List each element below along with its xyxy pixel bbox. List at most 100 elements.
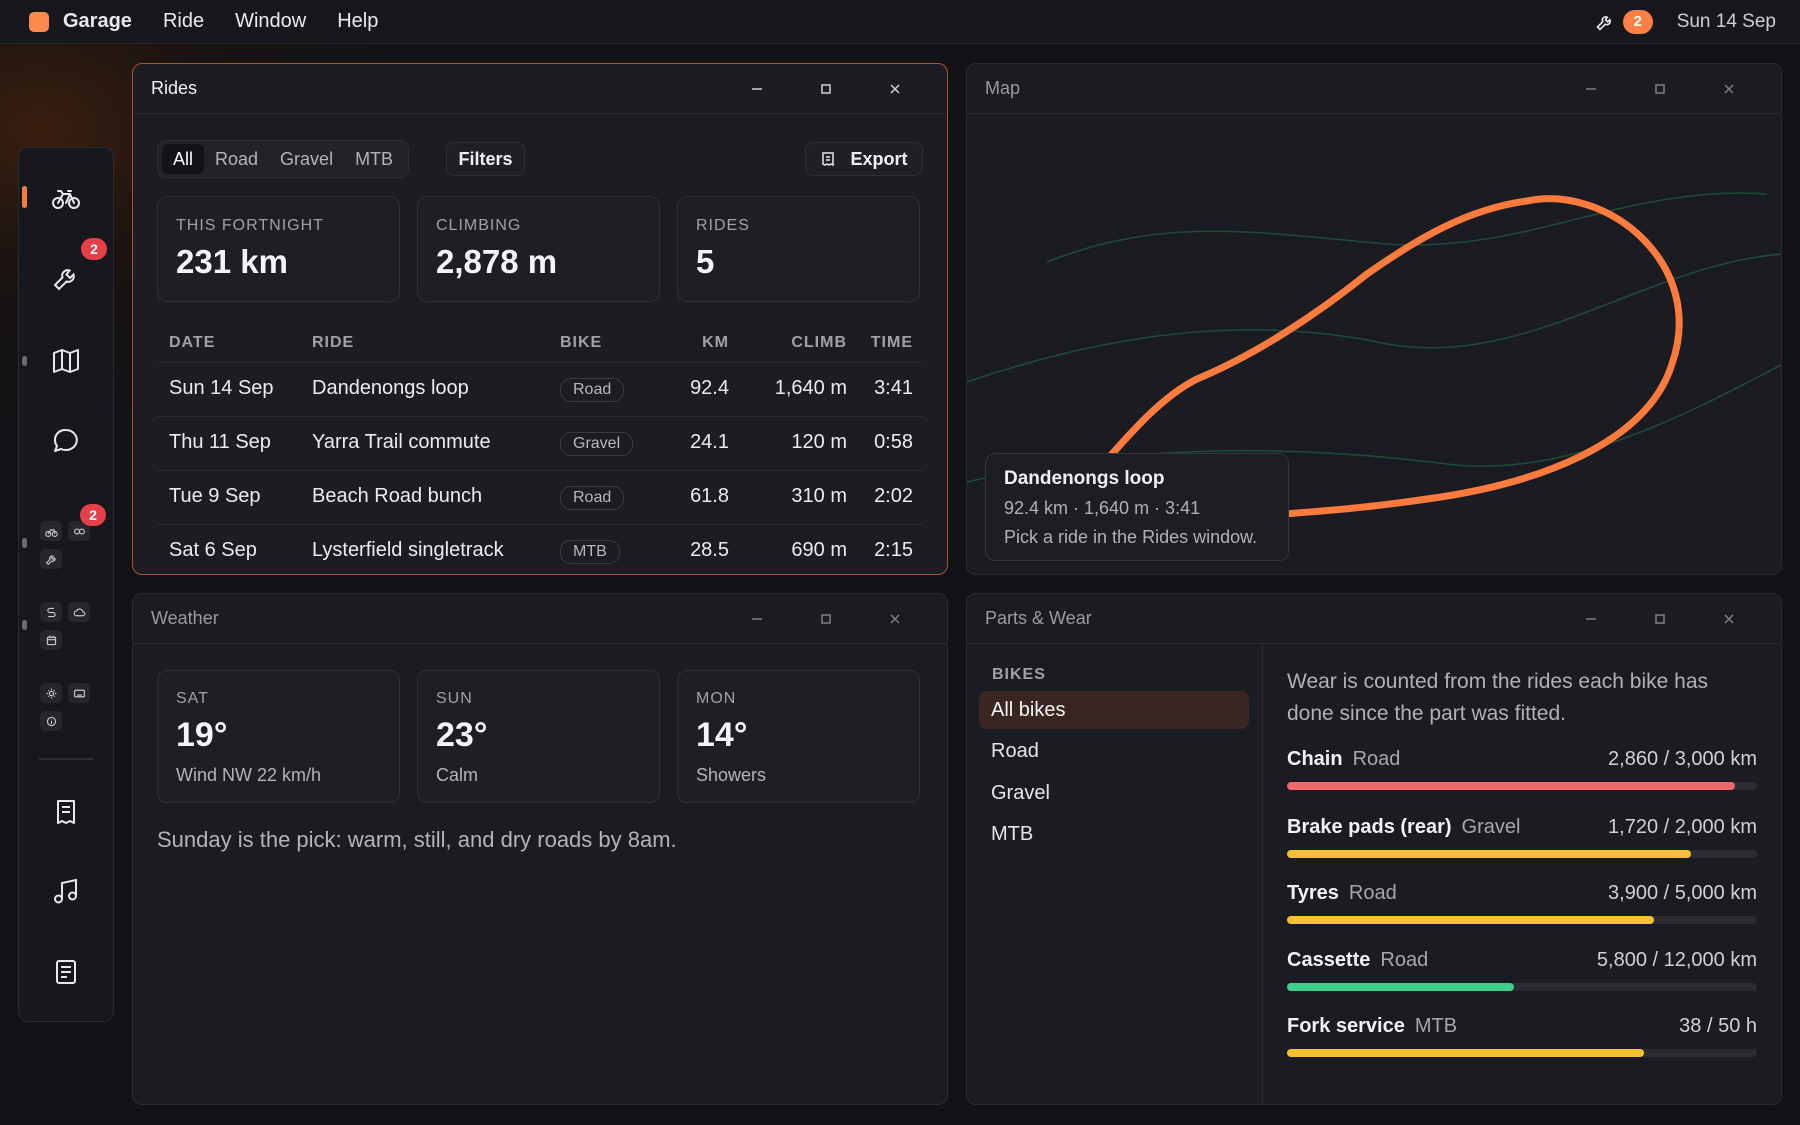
part-name: Fork service [1287,1015,1405,1037]
cell-ride: Dandenongs loop [312,377,469,399]
close-icon [889,613,900,624]
open-indicator [22,538,27,548]
close-button[interactable] [860,82,929,96]
notification-badge[interactable]: 2 [1622,9,1653,34]
part-row[interactable]: Cassette Road 5,800 / 12,000 km [1287,949,1757,999]
route-hint: Pick a ride in the Rides window. [1004,527,1258,547]
close-button[interactable] [1694,612,1763,626]
bikes-sidebar: BIKES All bikes Road Gravel MTB [967,644,1263,1104]
bike-item-road[interactable]: Road [991,739,1039,762]
cell-date: Sat 6 Sep [169,539,257,561]
bike-tag: Gravel [560,432,634,456]
menu-window[interactable]: Window [235,10,307,32]
mini-keyboard-icon[interactable] [68,683,90,703]
close-icon [889,83,900,94]
cell-date: Sun 14 Sep [169,377,274,399]
table-row[interactable]: Tue 9 Sep Beach Road bunch Road 61.8 310… [157,470,923,524]
music-icon [54,878,77,904]
mini-brightness-icon[interactable] [40,683,62,703]
table-row[interactable]: Sun 14 Sep Dandenongs loop Road 92.4 1,6… [157,362,923,416]
cell-km: 92.4 [690,377,729,399]
col-ride[interactable]: RIDE [312,334,355,351]
wrench-status-icon[interactable] [1595,12,1615,32]
wear-bar [1287,1049,1757,1057]
map-titlebar[interactable]: Map [967,64,1781,114]
wear-fill [1287,983,1514,991]
dock-receipts[interactable] [19,782,113,842]
mini-link-icon[interactable] [68,521,90,541]
table-row[interactable]: Thu 11 Sep Yarra Trail commute Gravel 24… [157,416,923,470]
cell-climb: 1,640 m [774,377,847,399]
col-date[interactable]: DATE [169,334,216,351]
mini-wrench-icon[interactable] [40,549,62,569]
part-row[interactable]: Brake pads (rear) Gravel 1,720 / 2,000 km [1287,816,1757,866]
menubar: Garage Ride Window Help 2 Sun 14 Sep [0,0,1800,44]
filters-button[interactable]: Filters [446,142,525,176]
close-button[interactable] [860,612,929,626]
col-km[interactable]: KM [702,334,729,351]
part-row[interactable]: Fork service MTB 38 / 50 h [1287,1015,1757,1065]
mini-cloud-icon[interactable] [68,602,90,622]
dock-music[interactable] [19,862,113,922]
menu-help[interactable]: Help [337,10,379,32]
dock-parts[interactable] [19,248,113,308]
filter-road[interactable]: Road [215,148,259,169]
app-name-menu[interactable]: Garage [63,10,132,32]
filter-gravel[interactable]: Gravel [280,148,334,169]
forecast-temp: 19° [176,716,228,754]
minimize-button[interactable] [722,612,791,626]
export-label: Export [850,148,908,169]
mini-route-icon[interactable] [40,602,62,622]
cell-time: 2:15 [874,539,913,561]
dock-chat[interactable] [19,411,113,471]
mini-info-icon[interactable] [40,711,62,731]
stat-value: 231 km [176,243,288,280]
maximize-button[interactable] [1625,82,1694,96]
bike-item-mtb[interactable]: MTB [991,822,1034,845]
menu-ride[interactable]: Ride [162,10,205,32]
bike-item-all[interactable]: All bikes [979,691,1249,729]
weather-titlebar[interactable]: Weather [133,594,947,644]
wear-fill [1287,1049,1645,1057]
rides-titlebar[interactable]: Rides [133,64,947,114]
minimize-button[interactable] [1556,82,1625,96]
minimize-button[interactable] [1556,612,1625,626]
dock-rides[interactable] [19,168,113,228]
bike-item-gravel[interactable]: Gravel [991,781,1050,804]
maximize-button[interactable] [1625,612,1694,626]
mini-calendar-icon[interactable] [40,630,62,650]
part-name: Brake pads (rear) [1287,816,1452,838]
wear-bar [1287,782,1757,790]
minimize-button[interactable] [722,82,791,96]
route-line[interactable] [1043,195,1683,535]
col-bike[interactable]: BIKE [560,334,603,351]
cell-ride: Beach Road bunch [312,485,483,507]
maximize-button[interactable] [791,82,860,96]
maximize-button[interactable] [791,612,860,626]
forecast-day: SAT [176,690,209,707]
col-climb[interactable]: CLIMB [791,334,847,351]
window-title: Rides [151,78,198,98]
mini-bike-icon[interactable] [40,521,62,541]
part-row[interactable]: Chain Road 2,860 / 3,000 km [1287,748,1757,798]
maximize-icon [820,613,831,624]
cell-date: Thu 11 Sep [169,431,271,453]
dock-map[interactable] [19,331,113,391]
col-time[interactable]: TIME [870,334,913,351]
filter-all[interactable]: All [162,144,205,174]
close-button[interactable] [1694,82,1763,96]
table-row[interactable]: Sat 6 Sep Lysterfield singletrack MTB 28… [157,524,923,574]
part-bike: Road [1352,748,1401,770]
part-usage: 3,900 / 5,000 km [1608,882,1757,904]
filter-mtb[interactable]: MTB [355,148,394,169]
parts-titlebar[interactable]: Parts & Wear [967,594,1781,644]
part-row[interactable]: Tyres Road 3,900 / 5,000 km [1287,882,1757,932]
minimize-icon [1585,87,1596,90]
weather-note: Sunday is the pick: warm, still, and dry… [157,827,677,852]
export-button[interactable]: Export [805,142,923,176]
stat-value: 5 [696,243,715,280]
dock-notes[interactable] [19,942,113,1002]
active-indicator [22,186,27,208]
stat-label: CLIMBING [436,217,522,234]
maximize-icon [820,83,831,94]
